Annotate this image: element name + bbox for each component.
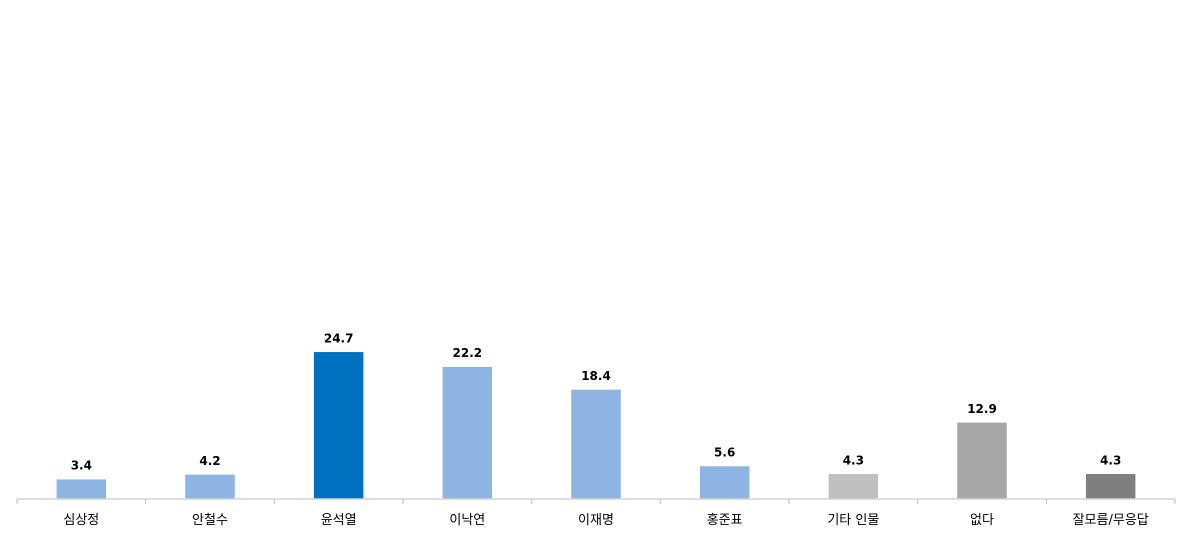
- category-label: 잘모름/무응답: [1073, 513, 1149, 528]
- bar: [955, 421, 1009, 500]
- x-axis-ticks: [16, 499, 1176, 504]
- data-label: 3.4: [71, 459, 92, 473]
- bar: [698, 464, 751, 500]
- data-label: 4.3: [843, 453, 864, 467]
- category-label: 안철수: [192, 513, 228, 528]
- bar: [183, 473, 237, 500]
- data-label: 22.2: [453, 346, 483, 360]
- data-label: 4.2: [199, 454, 220, 468]
- data-label: 4.3: [1100, 453, 1121, 467]
- data-label: 24.7: [324, 331, 354, 345]
- category-label: 이낙연: [449, 513, 485, 528]
- value-labels-group: 3.4 4.2 24.7 22.2 18.4 5.6 4.3 12.9 4.3: [71, 331, 1122, 472]
- bar: [312, 350, 365, 500]
- bar: [441, 365, 494, 500]
- bar: [827, 472, 880, 500]
- data-label: 12.9: [967, 402, 997, 416]
- category-label: 이재명: [578, 513, 614, 528]
- bar: [1084, 472, 1137, 500]
- data-label: 18.4: [581, 369, 611, 383]
- bars-group: [55, 350, 1137, 500]
- bar: [55, 477, 108, 500]
- category-label: 홍준표: [707, 513, 743, 528]
- category-label: 없다: [970, 513, 994, 528]
- bar: [569, 388, 623, 500]
- category-label: 심상정: [63, 513, 99, 528]
- category-labels-group: 심상정 안철수 윤석열 이낙연 이재명 홍준표 기타 인물 없다 잘모름/무응답: [63, 513, 1148, 528]
- category-label: 기타 인물: [827, 513, 879, 528]
- category-label: 윤석열: [321, 513, 357, 528]
- data-label: 5.6: [714, 446, 735, 460]
